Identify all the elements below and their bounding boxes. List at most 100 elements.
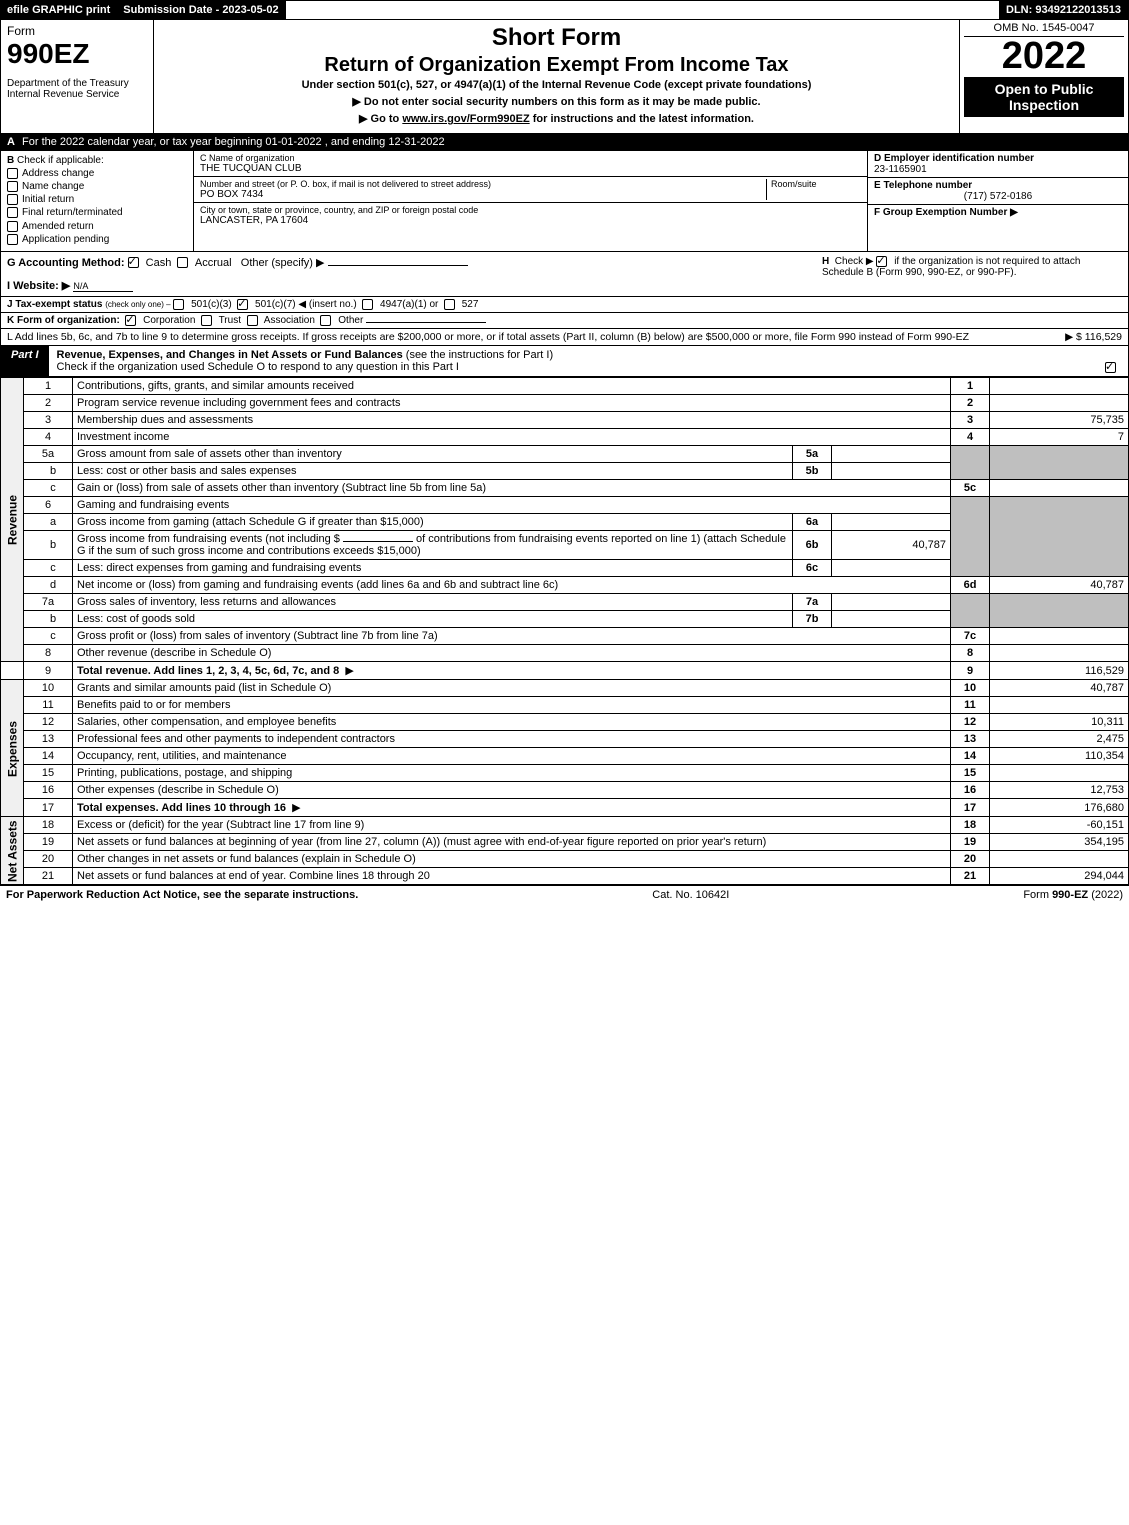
efile-label: efile GRAPHIC print bbox=[1, 1, 117, 19]
c-street: PO BOX 7434 bbox=[200, 189, 766, 200]
i-value: N/A bbox=[73, 281, 133, 292]
form-header: Form 990EZ Department of the Treasury In… bbox=[0, 20, 1129, 134]
l16-no: 16 bbox=[24, 782, 73, 799]
line-17: 17 Total expenses. Add lines 10 through … bbox=[1, 799, 1129, 817]
l19-val: 354,195 bbox=[990, 834, 1129, 851]
l6b-no: b bbox=[24, 531, 73, 560]
l5c-val bbox=[990, 480, 1129, 497]
l3-desc: Membership dues and assessments bbox=[73, 412, 951, 429]
line-2: 2 Program service revenue including gove… bbox=[1, 395, 1129, 412]
l7b-subval bbox=[832, 611, 951, 628]
checkbox-amended-return[interactable] bbox=[7, 221, 18, 232]
b-letter: B bbox=[7, 155, 14, 166]
row-a-text: For the 2022 calendar year, or tax year … bbox=[22, 136, 445, 148]
checkbox-final-return[interactable] bbox=[7, 207, 18, 218]
k-assoc: Association bbox=[264, 315, 315, 326]
checkbox-other-org[interactable] bbox=[320, 315, 331, 326]
l6a-no: a bbox=[24, 514, 73, 531]
part1-title-wrap: Revenue, Expenses, and Changes in Net As… bbox=[49, 346, 1128, 376]
l11-desc: Benefits paid to or for members bbox=[73, 697, 951, 714]
checkbox-initial-return[interactable] bbox=[7, 194, 18, 205]
l20-no: 20 bbox=[24, 851, 73, 868]
l2-val bbox=[990, 395, 1129, 412]
l6d-r: 6d bbox=[951, 577, 990, 594]
g-other: Other (specify) ▶ bbox=[241, 257, 325, 269]
c-street-label: Number and street (or P. O. box, if mail… bbox=[200, 179, 766, 189]
l18-r: 18 bbox=[951, 817, 990, 834]
j-opt4: 527 bbox=[462, 299, 479, 310]
e-row: E Telephone number (717) 572-0186 bbox=[868, 178, 1128, 205]
b-item-5: Application pending bbox=[22, 234, 109, 245]
line-7a: 7a Gross sales of inventory, less return… bbox=[1, 594, 1129, 611]
c-city: LANCASTER, PA 17604 bbox=[200, 215, 861, 226]
l2-no: 2 bbox=[24, 395, 73, 412]
l9-r: 9 bbox=[951, 662, 990, 680]
l17-no: 17 bbox=[24, 799, 73, 817]
footer-right-post: (2022) bbox=[1088, 889, 1123, 901]
col-c: C Name of organization THE TUCQUAN CLUB … bbox=[194, 151, 867, 251]
line-7c: c Gross profit or (loss) from sales of i… bbox=[1, 628, 1129, 645]
topbar-spacer bbox=[286, 1, 1000, 19]
checkbox-501c3[interactable] bbox=[173, 299, 184, 310]
l8-desc: Other revenue (describe in Schedule O) bbox=[73, 645, 951, 662]
line-9: 9 Total revenue. Add lines 1, 2, 3, 4, 5… bbox=[1, 662, 1129, 680]
checkbox-assoc[interactable] bbox=[247, 315, 258, 326]
section-bcdef: B Check if applicable: Address change Na… bbox=[0, 151, 1129, 252]
l20-desc: Other changes in net assets or fund bala… bbox=[73, 851, 951, 868]
l2-r: 2 bbox=[951, 395, 990, 412]
checkbox-accrual[interactable] bbox=[177, 257, 188, 268]
checkbox-h[interactable] bbox=[876, 256, 887, 267]
h-letter: H bbox=[822, 256, 829, 267]
l4-r: 4 bbox=[951, 429, 990, 446]
l6b-sub: 6b bbox=[793, 531, 832, 560]
line-6d: d Net income or (loss) from gaming and f… bbox=[1, 577, 1129, 594]
l17-r: 17 bbox=[951, 799, 990, 817]
l-value: ▶ $ 116,529 bbox=[1065, 331, 1122, 343]
l6c-desc: Less: direct expenses from gaming and fu… bbox=[73, 560, 793, 577]
checkbox-501c[interactable] bbox=[237, 299, 248, 310]
l6a-subval bbox=[832, 514, 951, 531]
checkbox-name-change[interactable] bbox=[7, 181, 18, 192]
footer-right-form: 990-EZ bbox=[1052, 889, 1088, 901]
line-1: Revenue 1 Contributions, gifts, grants, … bbox=[1, 378, 1129, 395]
checkbox-cash[interactable] bbox=[128, 257, 139, 268]
g-accrual: Accrual bbox=[195, 257, 232, 269]
k-corp: Corporation bbox=[143, 315, 195, 326]
section-j: J Tax-exempt status (check only one) – 5… bbox=[0, 297, 1129, 313]
l16-val: 12,753 bbox=[990, 782, 1129, 799]
top-bar: efile GRAPHIC print Submission Date - 20… bbox=[0, 0, 1129, 20]
l11-r: 11 bbox=[951, 697, 990, 714]
l1-r: 1 bbox=[951, 378, 990, 395]
l9-val: 116,529 bbox=[990, 662, 1129, 680]
part1-title: Revenue, Expenses, and Changes in Net As… bbox=[57, 349, 403, 361]
l13-r: 13 bbox=[951, 731, 990, 748]
h-row: H Check ▶ if the organization is not req… bbox=[822, 256, 1122, 278]
line-3: 3 Membership dues and assessments 3 75,7… bbox=[1, 412, 1129, 429]
l20-r: 20 bbox=[951, 851, 990, 868]
l4-no: 4 bbox=[24, 429, 73, 446]
line-11: 11 Benefits paid to or for members 11 bbox=[1, 697, 1129, 714]
l1-no: 1 bbox=[24, 378, 73, 395]
footer-right-wrap: Form 990-EZ (2022) bbox=[1023, 889, 1123, 901]
l1-val bbox=[990, 378, 1129, 395]
l7b-sub: 7b bbox=[793, 611, 832, 628]
k-other: Other bbox=[338, 315, 363, 326]
c-name-label: C Name of organization bbox=[200, 153, 861, 163]
line-14: 14 Occupancy, rent, utilities, and maint… bbox=[1, 748, 1129, 765]
section-l: L Add lines 5b, 6c, and 7b to line 9 to … bbox=[0, 329, 1129, 346]
instr2-link[interactable]: www.irs.gov/Form990EZ bbox=[402, 113, 529, 125]
checkbox-4947[interactable] bbox=[362, 299, 373, 310]
checkbox-527[interactable] bbox=[444, 299, 455, 310]
l17-desc: Total expenses. Add lines 10 through 16 bbox=[77, 802, 286, 814]
l18-desc: Excess or (deficit) for the year (Subtra… bbox=[73, 817, 951, 834]
page-footer: For Paperwork Reduction Act Notice, see … bbox=[0, 885, 1129, 904]
part1-header: Part I Revenue, Expenses, and Changes in… bbox=[0, 346, 1129, 377]
checkbox-application-pending[interactable] bbox=[7, 234, 18, 245]
checkbox-address-change[interactable] bbox=[7, 168, 18, 179]
line-20: 20 Other changes in net assets or fund b… bbox=[1, 851, 1129, 868]
instr2-pre: ▶ Go to bbox=[359, 113, 402, 125]
checkbox-corp[interactable] bbox=[125, 315, 136, 326]
checkbox-trust[interactable] bbox=[201, 315, 212, 326]
l10-desc: Grants and similar amounts paid (list in… bbox=[73, 680, 951, 697]
checkbox-schedule-o[interactable] bbox=[1105, 362, 1116, 373]
